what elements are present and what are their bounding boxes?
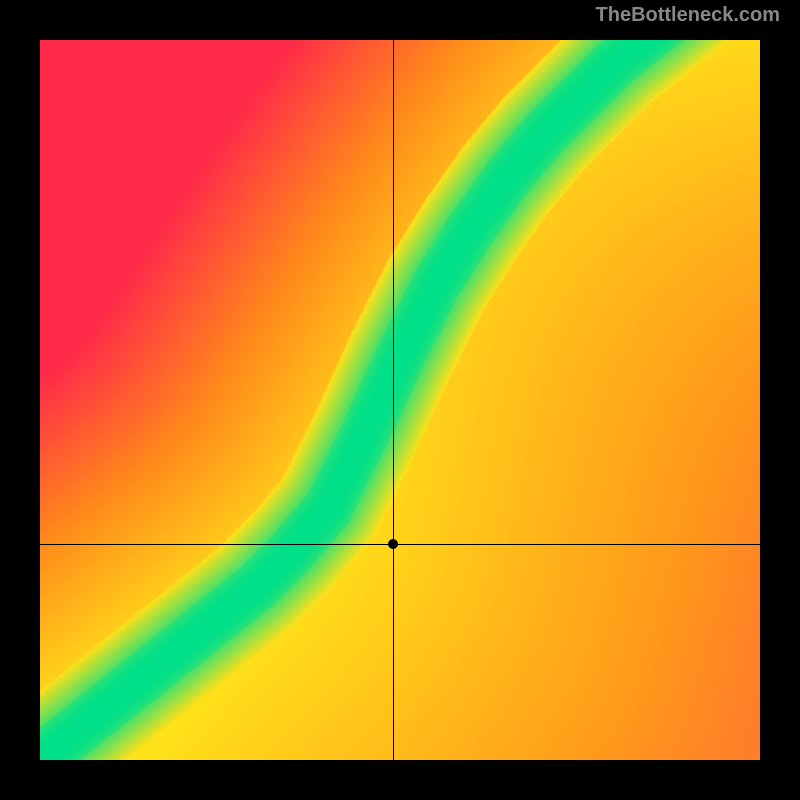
crosshair-vertical (393, 40, 394, 760)
heatmap-canvas (40, 40, 760, 760)
plot-area (40, 40, 760, 760)
watermark-text: TheBottleneck.com (596, 4, 780, 27)
marker-dot (388, 539, 398, 549)
crosshair-horizontal (40, 544, 760, 545)
